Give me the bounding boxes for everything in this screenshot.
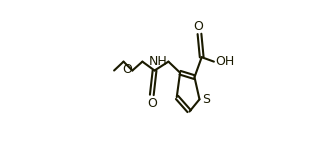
Text: O: O [122,64,132,76]
Text: NH: NH [149,55,168,68]
Text: S: S [202,93,210,106]
Text: OH: OH [215,55,234,68]
Text: O: O [147,97,157,110]
Text: O: O [193,20,203,33]
